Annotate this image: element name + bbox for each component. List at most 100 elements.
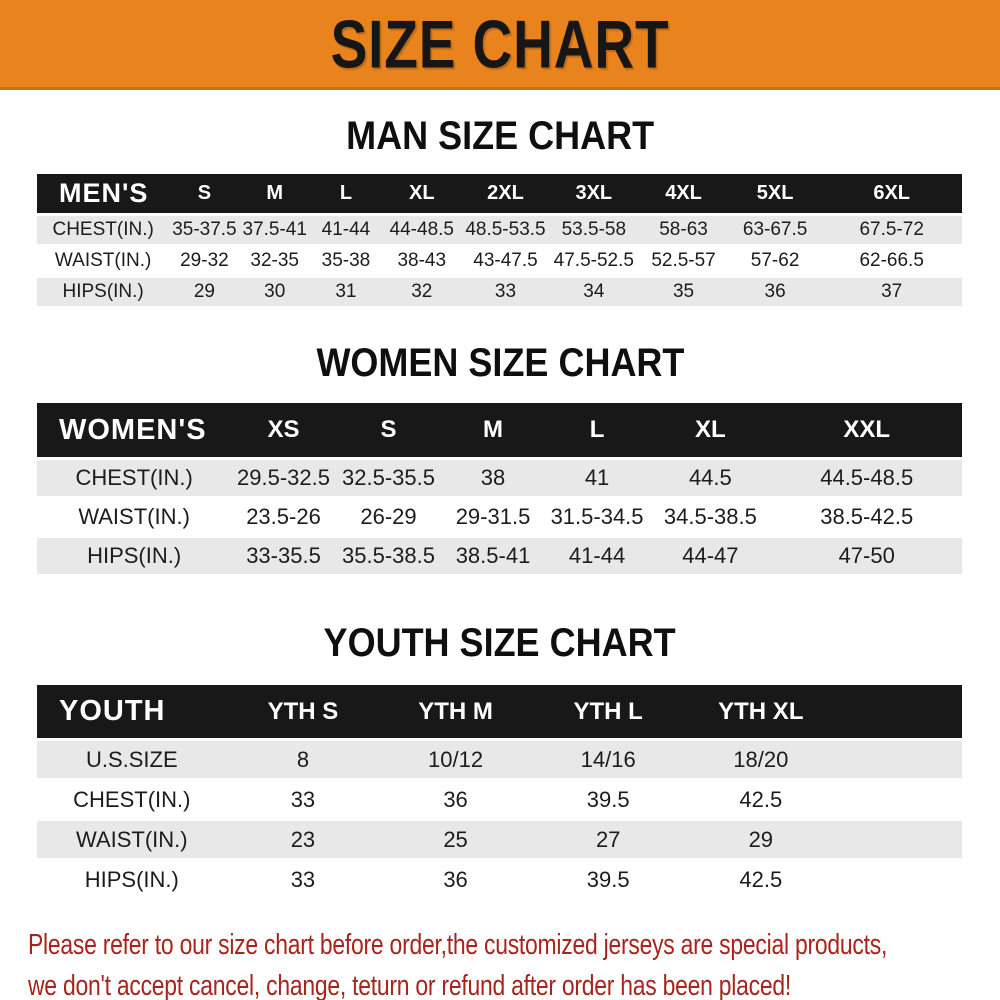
cell: 42.5 xyxy=(684,779,838,821)
cell: 43-47.5 xyxy=(461,245,550,278)
men-size-header-l: L xyxy=(309,174,382,216)
cell: 38 xyxy=(441,458,545,499)
cell: 36 xyxy=(379,859,532,901)
cell: 29-31.5 xyxy=(441,497,545,538)
women-waist-row: WAIST(IN.) 23.5-26 26-29 29-31.5 31.5-34… xyxy=(37,497,962,538)
cell: 62-66.5 xyxy=(821,245,962,278)
men-table-title: MEN'S xyxy=(37,174,170,216)
disclaimer-line-2-text: we don't accept cancel, change, teturn o… xyxy=(28,970,792,1000)
women-size-table: WOMEN'S XS S M L XL XXL CHEST(IN.) 29.5-… xyxy=(37,403,962,577)
cell: 47.5-52.5 xyxy=(549,245,639,278)
men-chest-row: CHEST(IN.) 35-37.5 37.5-41 41-44 44-48.5… xyxy=(37,214,962,247)
youth-section-heading-text: YOUTH SIZE CHART xyxy=(323,621,677,665)
cell: 44.5 xyxy=(649,458,772,499)
cell: 35.5-38.5 xyxy=(335,536,442,577)
cell: 44-47 xyxy=(649,536,772,577)
cell: 23 xyxy=(226,819,380,861)
cell: 33 xyxy=(226,779,380,821)
cell: 44.5-48.5 xyxy=(771,458,962,499)
men-hips-row: HIPS(IN.) 29 30 31 32 33 34 35 36 37 xyxy=(37,276,962,309)
cell: 39.5 xyxy=(531,859,685,901)
cell: 29-32 xyxy=(169,245,240,278)
row-label: CHEST(IN.) xyxy=(37,214,170,247)
row-label: WAIST(IN.) xyxy=(37,245,170,278)
spacer-cell xyxy=(837,685,962,741)
cell: 33 xyxy=(461,276,550,309)
cell: 34 xyxy=(549,276,639,309)
cell: 63-67.5 xyxy=(728,214,822,247)
cell: 29.5-32.5 xyxy=(231,458,336,499)
men-section-heading: MAN SIZE CHART xyxy=(0,116,1000,156)
women-size-header-l: L xyxy=(544,403,650,460)
youth-size-header-m: YTH M xyxy=(379,685,532,741)
row-label: WAIST(IN.) xyxy=(37,819,227,861)
cell: 10/12 xyxy=(379,739,532,781)
women-size-header-xl: XL xyxy=(649,403,772,460)
cell: 41-44 xyxy=(309,214,382,247)
cell: 32 xyxy=(382,276,462,309)
cell: 47-50 xyxy=(771,536,962,577)
cell: 58-63 xyxy=(638,214,729,247)
men-header-row: MEN'S S M L XL 2XL 3XL 4XL 5XL 6XL xyxy=(37,174,962,216)
youth-size-header-xl: YTH XL xyxy=(684,685,838,741)
row-label: U.S.SIZE xyxy=(37,739,227,781)
men-section-heading-text: MAN SIZE CHART xyxy=(346,114,654,158)
youth-ussize-row: U.S.SIZE 8 10/12 14/16 18/20 xyxy=(37,739,962,781)
men-waist-row: WAIST(IN.) 29-32 32-35 35-38 38-43 43-47… xyxy=(37,245,962,278)
cell: 38.5-42.5 xyxy=(771,497,962,538)
women-chest-row: CHEST(IN.) 29.5-32.5 32.5-35.5 38 41 44.… xyxy=(37,458,962,499)
youth-hips-row: HIPS(IN.) 33 36 39.5 42.5 xyxy=(37,859,962,901)
cell: 39.5 xyxy=(531,779,685,821)
cell: 38-43 xyxy=(382,245,462,278)
cell: 33-35.5 xyxy=(231,536,336,577)
row-label: CHEST(IN.) xyxy=(37,779,227,821)
women-table-title: WOMEN'S xyxy=(37,403,232,460)
men-size-header-6xl: 6XL xyxy=(821,174,962,216)
youth-size-header-l: YTH L xyxy=(531,685,685,741)
cell: 29 xyxy=(169,276,240,309)
disclaimer: Please refer to our size chart before or… xyxy=(28,927,1000,1000)
cell: 29 xyxy=(684,819,838,861)
cell: 36 xyxy=(728,276,822,309)
men-size-header-4xl: 4XL xyxy=(638,174,729,216)
youth-section-heading: YOUTH SIZE CHART xyxy=(0,623,1000,663)
cell: 35-38 xyxy=(309,245,382,278)
cell: 57-62 xyxy=(728,245,822,278)
women-size-header-m: M xyxy=(441,403,545,460)
cell: 23.5-26 xyxy=(231,497,336,538)
youth-size-table: YOUTH YTH S YTH M YTH L YTH XL U.S.SIZE … xyxy=(37,685,962,901)
cell: 26-29 xyxy=(335,497,442,538)
women-header-row: WOMEN'S XS S M L XL XXL xyxy=(37,403,962,460)
row-label: CHEST(IN.) xyxy=(37,458,232,499)
men-size-header-s: S xyxy=(169,174,240,216)
spacer-cell xyxy=(837,859,962,901)
women-size-header-xxl: XXL xyxy=(771,403,962,460)
row-label: HIPS(IN.) xyxy=(37,859,227,901)
cell: 32-35 xyxy=(239,245,310,278)
disclaimer-line-2: we don't accept cancel, change, teturn o… xyxy=(28,968,1000,1000)
disclaimer-line-1: Please refer to our size chart before or… xyxy=(28,927,1000,968)
cell: 33 xyxy=(226,859,380,901)
cell: 25 xyxy=(379,819,532,861)
cell: 30 xyxy=(239,276,310,309)
cell: 35 xyxy=(638,276,729,309)
cell: 14/16 xyxy=(531,739,685,781)
disclaimer-line-1-text: Please refer to our size chart before or… xyxy=(28,929,888,961)
cell: 31.5-34.5 xyxy=(544,497,650,538)
youth-header-row: YOUTH YTH S YTH M YTH L YTH XL xyxy=(37,685,962,741)
men-size-header-2xl: 2XL xyxy=(461,174,550,216)
cell: 8 xyxy=(226,739,380,781)
women-size-header-s: S xyxy=(335,403,442,460)
cell: 44-48.5 xyxy=(382,214,462,247)
cell: 18/20 xyxy=(684,739,838,781)
cell: 53.5-58 xyxy=(549,214,639,247)
women-section-heading-text: WOMEN SIZE CHART xyxy=(316,341,684,385)
cell: 27 xyxy=(531,819,685,861)
cell: 42.5 xyxy=(684,859,838,901)
cell: 35-37.5 xyxy=(169,214,240,247)
row-label: WAIST(IN.) xyxy=(37,497,232,538)
youth-table-title: YOUTH xyxy=(37,685,227,741)
men-size-header-xl: XL xyxy=(382,174,462,216)
men-size-table: MEN'S S M L XL 2XL 3XL 4XL 5XL 6XL CHEST… xyxy=(37,174,962,309)
